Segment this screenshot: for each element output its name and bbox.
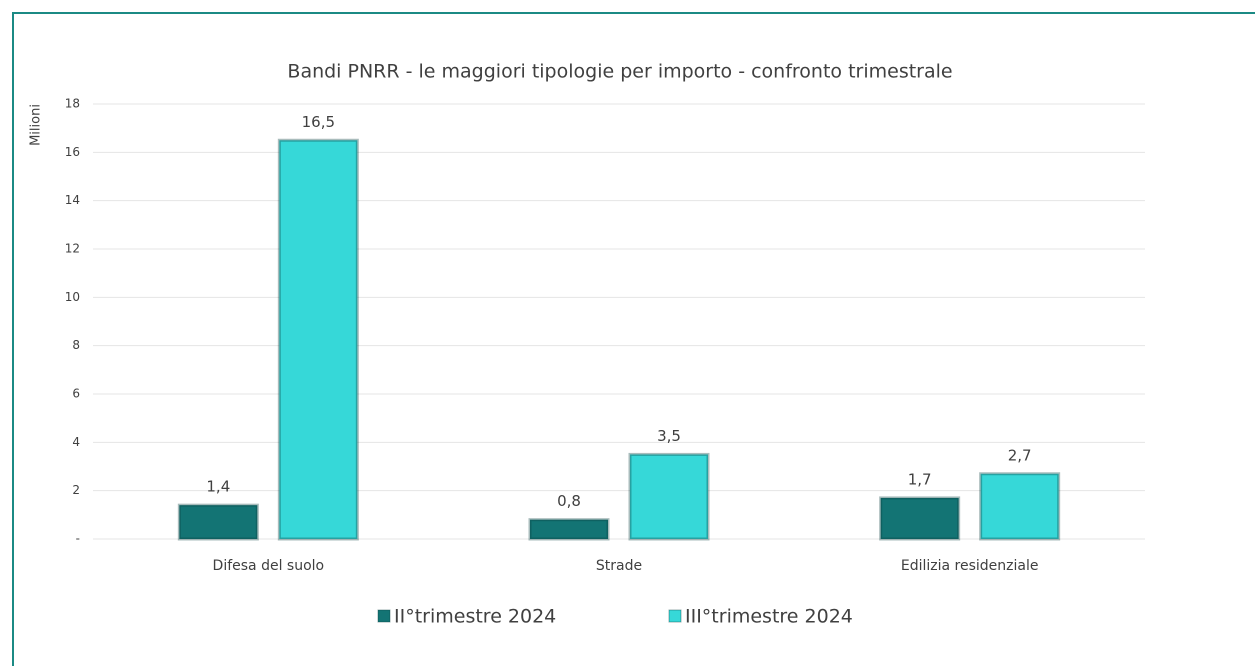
bar xyxy=(879,496,961,541)
legend-label: III°trimestre 2024 xyxy=(685,606,853,628)
y-tick-label: 12 xyxy=(65,242,80,256)
y-tick-label: 2 xyxy=(72,483,80,497)
value-label: 1,4 xyxy=(206,478,230,496)
bar xyxy=(628,452,710,541)
y-tick-label: 16 xyxy=(65,145,80,159)
value-label: 2,7 xyxy=(1008,446,1032,464)
x-tick-label: Edilizia residenziale xyxy=(901,558,1039,574)
value-label: 16,5 xyxy=(302,113,335,131)
value-label: 3,5 xyxy=(657,427,681,445)
chart-title: Bandi PNRR - le maggiori tipologie per i… xyxy=(287,61,952,83)
bar xyxy=(277,138,359,541)
y-tick-label: 8 xyxy=(72,338,80,352)
x-tick-label: Difesa del suolo xyxy=(213,558,325,574)
chart-border xyxy=(12,12,1255,666)
legend-swatch xyxy=(377,609,391,623)
legend-swatch xyxy=(668,609,682,623)
y-tick-label: 6 xyxy=(72,387,80,401)
x-tick-label: Strade xyxy=(596,558,642,574)
y-tick-label: - xyxy=(76,532,80,546)
y-tick-label: 10 xyxy=(65,290,80,304)
value-label: 0,8 xyxy=(557,492,581,510)
y-tick-label: 4 xyxy=(72,435,80,449)
bar xyxy=(979,472,1061,541)
y-tick-label: 14 xyxy=(65,193,80,207)
y-axis-label: Milioni xyxy=(29,104,44,146)
y-tick-label: 18 xyxy=(65,97,80,111)
value-label: 1,7 xyxy=(908,470,932,488)
bar xyxy=(177,503,259,541)
legend-label: II°trimestre 2024 xyxy=(394,606,556,628)
bar xyxy=(528,518,610,541)
